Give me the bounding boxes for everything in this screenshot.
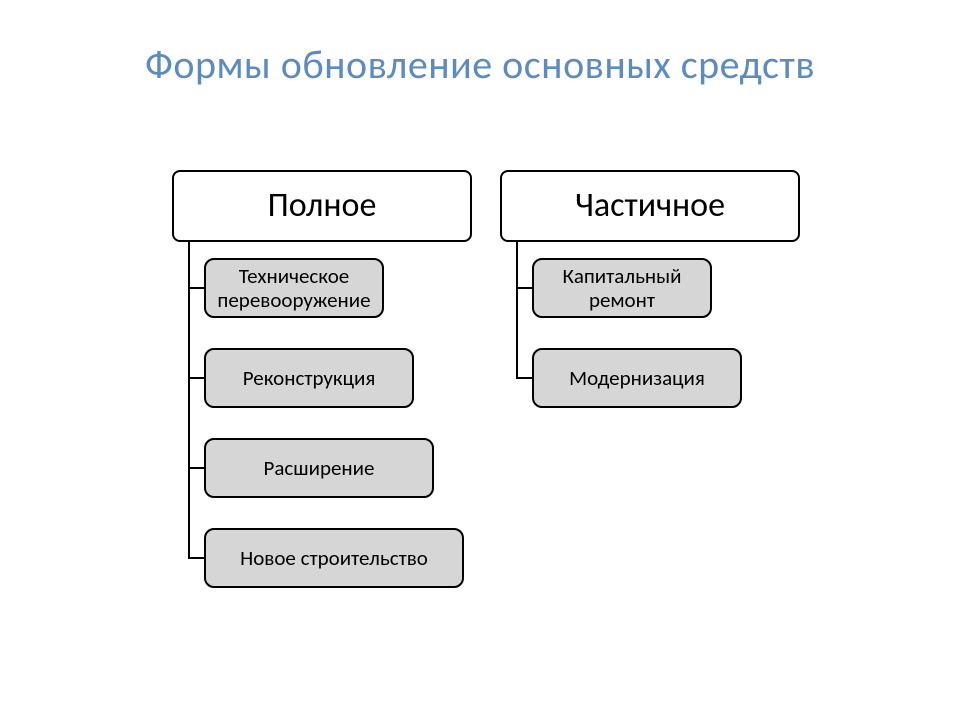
child-box: Капитальный ремонт (532, 258, 712, 318)
child-box: Реконструкция (204, 348, 414, 408)
child-label: Модернизация (569, 366, 705, 390)
connector (188, 467, 204, 469)
connector (188, 287, 204, 289)
header-label: Полное (268, 186, 377, 225)
child-label: Техническое перевооружение (206, 264, 382, 312)
child-label: Капитальный ремонт (534, 264, 710, 312)
header-box-full: Полное (172, 170, 472, 242)
connector (188, 557, 204, 559)
child-label: Расширение (264, 456, 375, 480)
connector (188, 377, 204, 379)
slide-title: Формы обновление основных средств (0, 40, 960, 90)
connector (516, 287, 532, 289)
child-box: Модернизация (532, 348, 742, 408)
connector (188, 242, 190, 558)
connector (516, 242, 518, 378)
header-box-partial: Частичное (500, 170, 800, 242)
child-box: Техническое перевооружение (204, 258, 384, 318)
header-label: Частичное (575, 186, 725, 225)
connector (516, 377, 532, 379)
child-label: Реконструкция (243, 366, 376, 390)
child-box: Новое строительство (204, 528, 464, 588)
child-box: Расширение (204, 438, 434, 498)
child-label: Новое строительство (240, 546, 428, 570)
